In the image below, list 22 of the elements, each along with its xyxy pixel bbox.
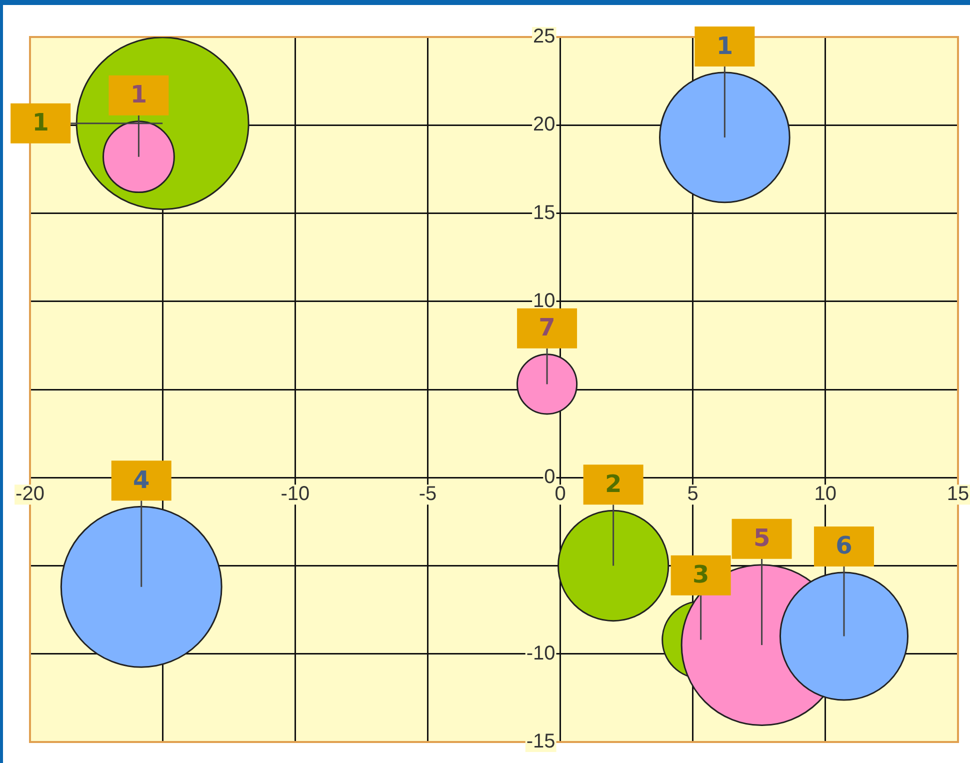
annotation: 7 — [538, 314, 556, 342]
y-tick-label: -10 — [526, 642, 556, 664]
x-tick-label: 10 — [814, 483, 837, 506]
y-tick-label: -15 — [526, 730, 556, 753]
x-tick-label: -10 — [280, 483, 310, 506]
annotation: 6 — [836, 532, 852, 560]
annotation: 2 — [604, 470, 622, 498]
annotation: 1 — [32, 108, 49, 137]
x-tick-label: -20 — [16, 483, 44, 506]
x-tick-label: -5 — [418, 483, 437, 506]
y-tick-label: 25 — [533, 26, 556, 48]
y-tick-label: 20 — [533, 114, 556, 136]
x-tick-label: 5 — [687, 483, 698, 506]
annotation: 1 — [130, 80, 148, 109]
annotation: 5 — [753, 524, 770, 552]
annotation: 4 — [133, 466, 150, 494]
y-tick-label: 10 — [533, 290, 556, 312]
annotation: 3 — [692, 560, 710, 589]
y-tick-label: 0 — [544, 466, 556, 488]
x-tick-label: 15 — [946, 483, 970, 506]
annotation: 1 — [716, 32, 734, 60]
y-tick-label: 15 — [533, 202, 556, 224]
